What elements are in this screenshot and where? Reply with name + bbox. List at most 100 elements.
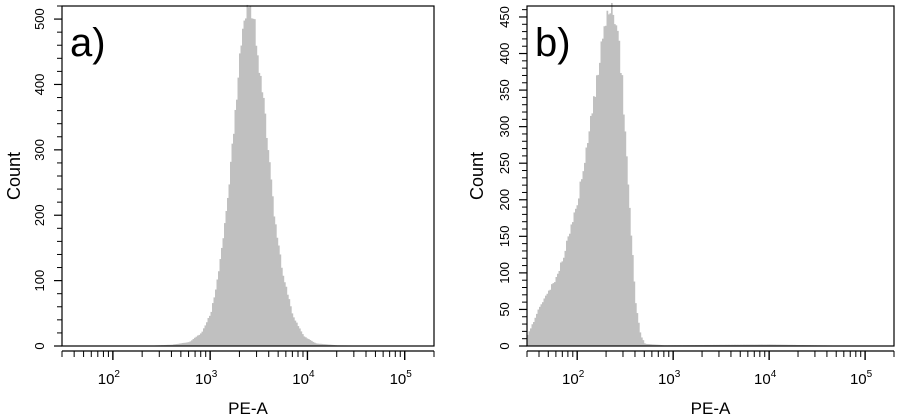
x-tick-label-exponent: 3 [212,369,218,380]
x-axis-title: PE-A [228,399,268,418]
y-tick-label: 400 [497,43,512,65]
histogram-bar [188,342,190,346]
histogram-bar [297,326,300,346]
histogram-bar [176,344,178,346]
x-tick-label-base: 10 [292,371,309,388]
histogram-bar [762,344,765,346]
histogram-bar [600,41,603,346]
histogram-bar [582,171,585,346]
histogram-bar [225,210,228,346]
y-axis: 0 100 200 300 400 500 [32,5,62,350]
histogram-bar [770,344,772,346]
histogram-bar [255,45,258,346]
histogram-bar [246,4,249,347]
histogram-bar [761,344,763,346]
panel-label: b) [535,21,571,65]
histogram-bar [282,275,285,346]
histogram-bar [258,72,261,346]
histogram-bar [579,181,582,346]
histogram-bar [584,162,586,346]
histogram-bar [222,238,225,346]
histogram-bar [576,205,579,346]
histogram-bar [578,198,580,346]
histogram-bar [596,75,598,346]
histogram-bar [171,344,174,346]
y-tick-label: 400 [32,74,47,96]
y-tick-label: 200 [497,189,512,211]
histogram-bar [614,24,616,347]
histogram-bar [539,306,541,346]
histogram-bar [293,317,295,346]
x-tick-label-exponent: 4 [309,369,315,380]
histogram-bar [752,344,754,346]
x-axis-title: PE-A [691,399,731,418]
histogram-bar [264,113,267,347]
histogram-bar [651,344,654,346]
histogram-bar [558,270,561,346]
y-tick-label: 250 [497,152,512,174]
histogram-bar [275,224,277,346]
histogram-bar [174,344,177,346]
histogram-bar [731,344,733,346]
histogram-bar [639,332,642,346]
histogram-bar [564,250,567,346]
y-axis-title: Count [4,152,24,200]
x-tick-label: 103 [658,369,681,388]
histogram-bar [285,286,288,346]
panel-label: a) [70,21,106,65]
histogram-bar [290,306,292,346]
histogram-bar [636,313,639,346]
histogram-bar [744,344,747,346]
histogram-bar [552,283,555,346]
histogram-bar [299,328,301,346]
y-tick-label: 100 [32,270,47,292]
histogram-bar [329,344,331,346]
x-tick-label-exponent: 2 [579,369,585,380]
histogram-bar [528,331,531,346]
histogram-bar [218,271,220,346]
histogram-bar [302,334,304,346]
histogram-bar [207,318,210,346]
histogram-bar [227,197,229,346]
histogram-bar [753,344,756,346]
histogram-bar [615,25,618,346]
histogram-bar [179,343,181,346]
histogram-bar [173,344,175,346]
histogram-bar [230,161,232,346]
y-axis-title: Count [467,152,487,200]
histogram-bar [177,343,180,346]
histogram-bar [252,18,255,346]
histogram-bar [785,344,787,346]
histogram-bar [560,262,562,346]
histogram-bar [212,303,214,346]
histogram-bar [200,333,202,346]
histogram-bar [635,303,637,346]
histogram-bar [276,237,279,346]
x-tick-label-exponent: 3 [675,369,681,380]
histogram-bar [263,97,265,346]
x-tick-label-base: 10 [754,371,771,388]
histogram-bar [215,289,217,346]
histogram-bar [240,45,243,346]
histogram-bar [554,282,556,346]
histogram-bar [621,75,624,346]
histogram-bar [237,77,240,346]
histogram-bar [618,40,621,346]
histogram-bar [260,75,262,346]
histogram-bar [566,240,568,346]
x-tick-label: 104 [292,369,315,388]
histogram-bar [590,115,592,346]
histogram-bar [236,99,238,346]
histogram-bar [591,113,594,347]
histogram-bar [548,290,550,346]
histogram-bar [231,143,234,346]
histogram-bar [780,344,783,346]
x-tick-label-base: 10 [390,371,407,388]
histogram-bar [623,114,625,347]
histogram-bar [620,72,622,346]
y-tick-label: 100 [497,262,512,284]
histogram-bar [305,337,307,346]
histogram-bar [741,344,744,346]
histogram-bar [624,131,627,346]
